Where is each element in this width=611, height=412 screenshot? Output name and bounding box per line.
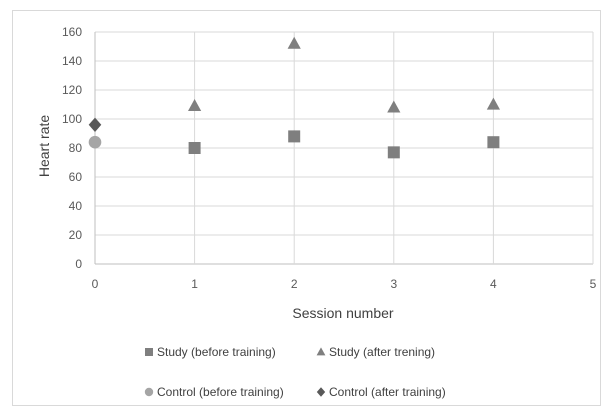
legend-triangle-icon [316,347,326,356]
x-tick-label: 0 [92,277,99,291]
legend-circle-icon [144,387,154,397]
x-tick-labels: 0 1 2 3 4 5 [92,277,597,291]
x-tick-label: 5 [590,277,597,291]
square-data-point [387,146,400,159]
y-tick-label: 140 [62,54,82,68]
square-data-point [487,136,500,149]
y-axis-title: Heart rate [36,115,52,177]
y-tick-label: 40 [69,199,83,213]
x-tick-label: 4 [490,277,497,291]
triangle-data-point [387,100,401,113]
triangle-data-point [486,97,500,110]
y-tick-label: 100 [62,112,82,126]
y-tick-labels: 0 20 40 60 80 100 120 140 160 [62,25,82,271]
legend: Study (before training) Study (after tren… [144,345,446,399]
data-points [88,36,500,159]
y-tick-label: 160 [62,25,82,39]
y-tick-label: 0 [75,257,82,271]
x-tick-label: 3 [390,277,397,291]
square-data-point [288,130,301,143]
legend-label: Study (before training) [157,345,276,359]
legend-label: Study (after trening) [329,345,435,359]
square-data-point [188,142,201,154]
triangle-data-point [287,36,301,49]
y-tick-label: 60 [69,170,83,184]
legend-diamond-icon [316,387,326,397]
x-tick-label: 2 [291,277,298,291]
y-tick-label: 120 [62,83,82,97]
legend-label: Control (after training) [329,385,446,399]
y-tick-label: 20 [69,228,83,242]
x-tick-label: 1 [191,277,198,291]
diamond-data-point [88,117,102,132]
x-axis-title: Session number [292,305,394,321]
legend-square-icon [145,348,153,356]
circle-data-point [88,135,102,149]
triangle-data-point [188,99,202,112]
chart-border [12,10,601,406]
legend-label: Control (before training) [157,385,284,399]
y-tick-label: 80 [69,141,83,155]
